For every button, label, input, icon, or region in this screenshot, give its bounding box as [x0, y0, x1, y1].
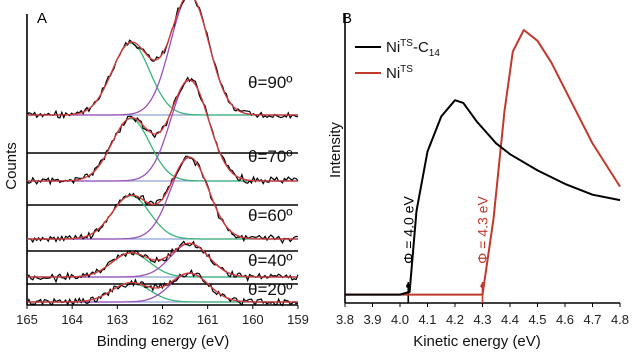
panel-b-x-tick-label: 4.0 [391, 312, 409, 327]
panel-a-angle-label: θ=20º [248, 280, 293, 299]
panel-b-x-tick-label: 4.2 [446, 312, 464, 327]
panel-a-y-axis-label: Counts [3, 142, 20, 190]
panel-b-letter: B [342, 10, 352, 27]
panel-a-spectrum: θ=20º [26, 269, 299, 307]
panel-a-x-tick-label: 165 [16, 312, 38, 327]
panel-b-work-function-label: Φ = 4.0 eV [400, 196, 416, 264]
panel-b-curve-ni-ts-c14 [345, 99, 621, 296]
panel-a-spectrum: θ=60º [26, 155, 299, 252]
panel-a-fit-envelope [27, 156, 298, 240]
panel-a-letter: A [37, 10, 47, 27]
panel-a-raw-data [26, 76, 299, 186]
panel-b-x-tick-label: 3.9 [363, 312, 381, 327]
panel-b-onset-markers: Φ = 4.0 eV Φ = 4.3 eV [400, 196, 491, 303]
panel-a-fit-envelope [27, 79, 298, 182]
panel-a-spectrum: θ=70º [26, 76, 299, 206]
panel-b-x-ticks: 3.8 3.9 4.0 4.1 4.2 4.3 4.4 4.5 4.6 4.7 4.8 [336, 303, 629, 327]
panel-a-xps: A θ=90º θ=70º θ=60º θ=40º θ=20º 165 164 163 162… [3, 0, 309, 350]
panel-a-x-tick-label: 161 [197, 312, 219, 327]
panel-a-fit-envelope [27, 242, 298, 278]
panel-a-raw-data [26, 240, 299, 284]
panel-a-spectra: θ=90º θ=70º θ=60º θ=40º θ=20º [26, 0, 299, 307]
panel-a-spectrum: θ=40º [26, 240, 299, 285]
panel-a-raw-data [26, 0, 299, 120]
panel-b-legend: NiTS-C14 NiTS [355, 38, 440, 82]
panel-b-x-tick-label: 4.5 [528, 312, 546, 327]
panel-a-x-tick-label: 164 [61, 312, 83, 327]
panel-a-x-tick-label: 163 [106, 312, 128, 327]
panel-b-x-tick-label: 4.7 [583, 312, 601, 327]
panel-b-x-axis-label: Kinetic energy (eV) [413, 333, 541, 350]
panel-b-x-tick-label: 4.6 [556, 312, 574, 327]
panel-a-x-tick-label: 162 [152, 312, 174, 327]
panel-b-work-function-label: Φ = 4.3 eV [475, 196, 491, 264]
panel-a-angle-label: θ=40º [248, 251, 293, 270]
panel-a-x-tick-label: 160 [242, 312, 264, 327]
panel-a-fit-envelope [27, 0, 298, 116]
panel-b-x-tick-label: 4.8 [611, 312, 629, 327]
panel-a-spectrum: θ=90º [26, 0, 299, 154]
panel-b-x-tick-label: 4.3 [473, 312, 491, 327]
panel-b-x-tick-label: 3.8 [336, 312, 354, 327]
panel-a-x-ticks: 165 164 163 162 161 160 159 [16, 305, 309, 327]
panel-a-fit-envelope [27, 272, 298, 303]
panel-b-legend-label: NiTS-C14 [386, 38, 440, 59]
panel-a-x-tick-label: 159 [287, 312, 309, 327]
panel-b-curve-ni-ts [345, 29, 621, 296]
panel-a-angle-label: θ=90º [248, 73, 293, 92]
panel-a-angle-label: θ=70º [248, 147, 293, 166]
panel-b-ups: B Φ = 4.0 eV Φ = 4.3 eV 3.8 3.9 4.0 4.1 4.2 4.… [327, 10, 629, 350]
panel-b-legend-label: NiTS [386, 64, 413, 82]
panel-b-y-axis-label: Intensity [327, 122, 344, 178]
panel-b-x-tick-label: 4.4 [501, 312, 519, 327]
panel-a-angle-label: θ=60º [248, 206, 293, 225]
panel-b-curves [345, 29, 621, 296]
panel-a-x-axis-label: Binding energy (eV) [97, 333, 230, 350]
panel-b-x-tick-label: 4.1 [418, 312, 436, 327]
